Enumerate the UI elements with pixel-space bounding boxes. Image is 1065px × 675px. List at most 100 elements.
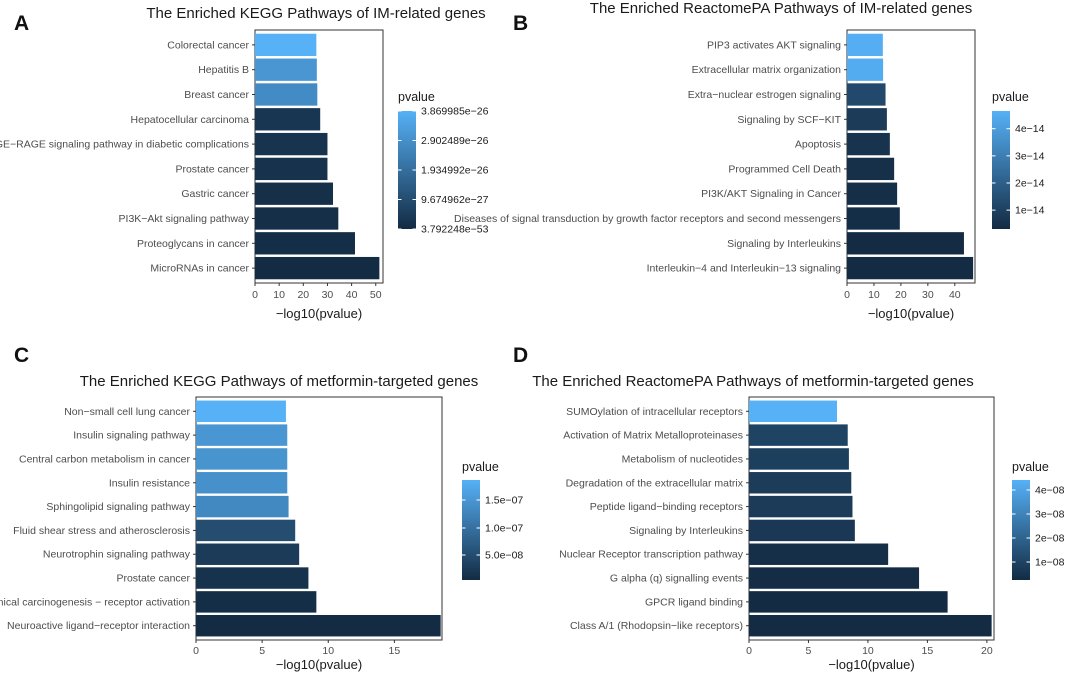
bar: [847, 182, 898, 205]
bar: [255, 83, 318, 106]
bar: [749, 519, 855, 542]
legend: pvalue 4e−08 3e−08 2e−08 1e−08: [1012, 460, 1065, 580]
bar: [255, 33, 317, 57]
x-tick-label: 10: [868, 289, 880, 301]
category-label: AGE−RAGE signaling pathway in diabetic c…: [0, 139, 249, 151]
panel-b: B The Enriched ReactomePA Pathways of IM-…: [454, 0, 1045, 321]
category-label: SUMOylation of intracellular receptors: [566, 406, 743, 418]
x-tick-label: 30: [922, 289, 934, 301]
x-tick-label: 50: [370, 289, 382, 301]
category-label: Signaling by Interleukins: [629, 525, 743, 537]
bar: [847, 256, 974, 280]
panel-label: D: [513, 344, 528, 367]
bar: [255, 232, 355, 255]
x-axis-label: −log10(pvalue): [868, 306, 954, 321]
legend-title: pvalue: [992, 90, 1029, 104]
legend-label: 3.792248e−53: [421, 224, 489, 236]
x-tick-label: 15: [389, 645, 401, 657]
bar: [847, 83, 886, 106]
category-label: Peptide ligand−binding receptors: [590, 501, 743, 513]
panel-label: A: [14, 12, 29, 35]
legend-label: 3e−08: [1035, 509, 1065, 521]
category-label: Prostate cancer: [175, 163, 249, 175]
bar: [255, 157, 328, 181]
chart-title: The Enriched KEGG Pathways of IM-related…: [146, 5, 485, 22]
bar: [196, 400, 286, 423]
category-label: Breast cancer: [184, 89, 249, 101]
legend-label: 2e−08: [1035, 533, 1065, 545]
legend-colorbar: [462, 480, 480, 580]
x-tick-label: 0: [252, 289, 258, 301]
x-tick-label: 10: [322, 645, 334, 657]
legend-label: 4e−08: [1035, 485, 1065, 497]
bar: [749, 543, 889, 565]
category-label: PI3K/AKT Signaling in Cancer: [701, 188, 841, 200]
legend: pvalue 3.869985e−26 2.902489e−26 1.934992e−…: [398, 90, 489, 236]
panel-c: C The Enriched KEGG Pathways of metformin…: [0, 344, 523, 672]
x-axis-label: −log10(pvalue): [828, 657, 914, 672]
x-tick-label: 20: [981, 645, 993, 657]
x-tick-label: 40: [346, 289, 358, 301]
bar: [749, 400, 838, 423]
bar: [847, 157, 895, 181]
bar: [196, 567, 309, 589]
x-tick-label: 30: [322, 289, 334, 301]
bar: [255, 58, 317, 81]
category-label: Activation of Matrix Metalloproteinases: [563, 430, 743, 442]
bar: [196, 519, 296, 542]
bar: [196, 614, 441, 637]
category-label: Neurotrophin signaling pathway: [43, 549, 191, 561]
bar: [196, 591, 317, 613]
legend-title: pvalue: [1012, 460, 1049, 474]
x-tick-label: 40: [949, 289, 961, 301]
category-label: Extracellular matrix organization: [692, 64, 842, 76]
category-label: Neuroactive ligand−receptor interaction: [7, 620, 190, 632]
bar: [749, 591, 948, 613]
legend-label: 3e−14: [1015, 150, 1045, 162]
category-label: Programmed Cell Death: [728, 163, 841, 175]
x-tick-label: 5: [806, 645, 812, 657]
legend-label: 5.0e−08: [485, 550, 523, 562]
bar: [847, 33, 883, 57]
legend-colorbar: [1012, 480, 1030, 580]
category-label: Signaling by Interleukins: [727, 238, 841, 250]
category-label: Sphingolipid signaling pathway: [46, 501, 190, 513]
category-label: Insulin signaling pathway: [73, 430, 190, 442]
legend: pvalue 1.5e−07 1.0e−07 5.0e−08: [462, 460, 523, 580]
bar: [847, 132, 890, 156]
category-label: GPCR ligand binding: [645, 596, 743, 608]
bar: [749, 424, 848, 446]
category-label: Central carbon metabolism in cancer: [19, 453, 190, 465]
x-tick-label: 20: [895, 289, 907, 301]
bar: [847, 108, 887, 131]
category-label: Diseases of signal transduction by growt…: [454, 213, 841, 225]
legend-label: 1e−08: [1035, 557, 1065, 569]
bar: [196, 424, 288, 446]
category-label: Non−small cell lung cancer: [64, 406, 190, 418]
bar: [749, 448, 849, 470]
chart-title: The Enriched KEGG Pathways of metformin-…: [80, 373, 479, 390]
bar: [255, 182, 334, 205]
x-tick-label: 0: [193, 645, 199, 657]
legend-title: pvalue: [398, 90, 435, 104]
category-label: Colorectal cancer: [167, 39, 249, 51]
bar: [196, 543, 300, 565]
category-label: Signaling by SCF−KIT: [737, 114, 841, 126]
bar: [847, 58, 884, 81]
chart-title: The Enriched ReactomePA Pathways of IM-r…: [590, 0, 972, 17]
bar: [196, 495, 289, 518]
panel-label: C: [14, 344, 29, 367]
legend-label: 2e−14: [1015, 177, 1045, 189]
bar: [749, 495, 853, 518]
category-label: MicroRNAs in cancer: [150, 263, 249, 275]
bar: [847, 232, 964, 255]
category-label: Prostate cancer: [116, 573, 190, 585]
x-tick-label: 5: [259, 645, 265, 657]
category-label: G alpha (q) signalling events: [610, 573, 743, 585]
bar: [749, 472, 852, 494]
x-tick-label: 10: [862, 645, 874, 657]
x-axis-label: −log10(pvalue): [276, 657, 362, 672]
category-label: Class A/1 (Rhodopsin−like receptors): [570, 620, 743, 632]
